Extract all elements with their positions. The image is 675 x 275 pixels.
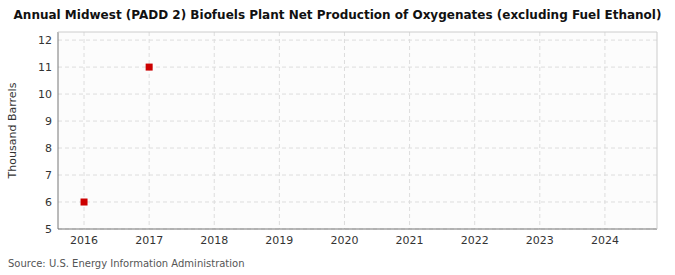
- x-grid-line: [539, 32, 540, 229]
- y-grid-line: [58, 202, 657, 203]
- y-tick-label: 6: [45, 196, 52, 209]
- x-axis-line: [58, 229, 657, 230]
- x-tick-label: 2021: [396, 234, 424, 247]
- x-grid-line: [279, 32, 280, 229]
- y-grid-line: [58, 40, 657, 41]
- x-tick-label: 2017: [135, 234, 163, 247]
- grid: [58, 32, 657, 229]
- y-grid-line: [58, 148, 657, 149]
- y-grid-line: [58, 121, 657, 122]
- y-grid-line: [58, 94, 657, 95]
- chart: 2016 2017 2018 2019 2020 2021 2022 2023 2024 5 6 7 8…: [0, 0, 675, 275]
- y-tick-label: 7: [45, 169, 52, 182]
- point: [81, 199, 88, 206]
- x-grid-line: [344, 32, 345, 229]
- frame-right: [657, 32, 658, 229]
- y-tick-label: 11: [38, 61, 52, 74]
- x-grid-line: [604, 32, 605, 229]
- y-tick-label: 8: [45, 142, 52, 155]
- y-axis-line: [58, 32, 59, 229]
- y-grid-line: [58, 229, 657, 230]
- x-tick-label: 2018: [200, 234, 228, 247]
- x-tick-label: 2022: [461, 234, 489, 247]
- x-tick-label: 2016: [70, 234, 98, 247]
- plot-area: [58, 32, 657, 229]
- points: [81, 64, 153, 206]
- x-grid-line: [214, 32, 215, 229]
- y-tick-label: 9: [45, 115, 52, 128]
- frame-top: [58, 32, 657, 33]
- x-grid-line: [409, 32, 410, 229]
- point: [146, 64, 153, 71]
- y-tick-label: 10: [38, 88, 52, 101]
- x-tick-label: 2020: [330, 234, 358, 247]
- x-grid-line: [474, 32, 475, 229]
- x-grid-line: [149, 32, 150, 229]
- y-tick-label: 5: [45, 223, 52, 236]
- x-tick-label: 2024: [591, 234, 619, 247]
- y-axis-label: Thousand Barrels: [6, 82, 19, 179]
- y-tick-label: 12: [38, 34, 52, 47]
- title: Annual Midwest (PADD 2) Biofuels Plant N…: [14, 8, 662, 22]
- source-annotation: Source: U.S. Energy Information Administ…: [8, 258, 245, 269]
- y-grid-line: [58, 175, 657, 176]
- x-tick-label: 2019: [265, 234, 293, 247]
- x-tick-label: 2023: [526, 234, 554, 247]
